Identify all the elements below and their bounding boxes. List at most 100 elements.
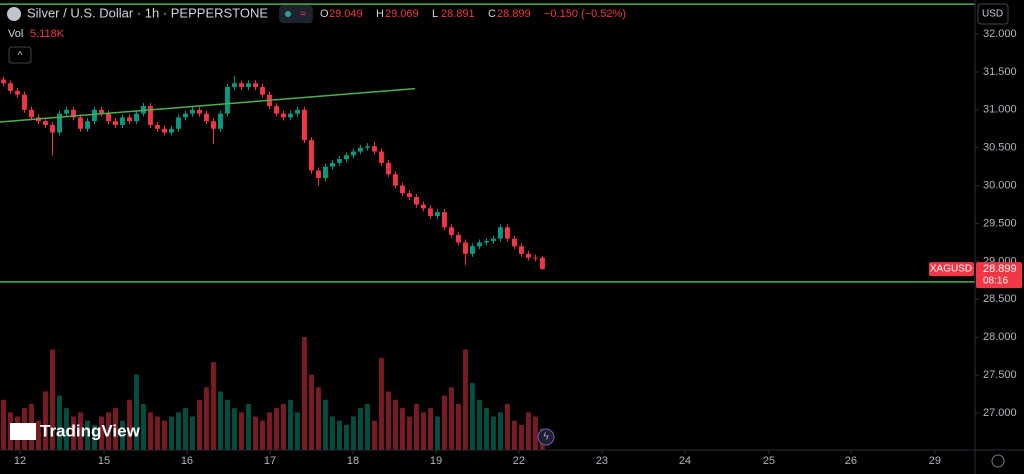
candle-body	[316, 170, 321, 179]
x-tick-label: 12	[14, 455, 26, 467]
candle-body	[470, 246, 475, 254]
y-tick-label: 29.500	[983, 217, 1017, 229]
candle-body	[71, 109, 76, 118]
candle-body	[532, 257, 538, 259]
x-tick-label: 24	[679, 455, 691, 467]
y-tick-label: 28.500	[983, 293, 1017, 305]
candle-body	[344, 155, 349, 160]
candle-body	[148, 106, 153, 125]
candle-body	[281, 113, 286, 118]
volume-bar	[1, 399, 6, 450]
candle-body	[539, 257, 545, 270]
candle-body	[525, 253, 531, 258]
collapse-icon: ^	[18, 51, 23, 62]
volume-bar	[260, 420, 265, 450]
volume-bar	[43, 391, 48, 450]
candle-body	[8, 83, 13, 91]
volume-bar	[470, 383, 475, 450]
candle-body	[288, 113, 293, 118]
ohlc-value: 28.891	[441, 8, 475, 20]
volume-bar	[218, 391, 223, 450]
volume-bar	[428, 408, 433, 450]
volume-bar	[421, 412, 426, 450]
candle-body	[518, 246, 524, 254]
volume-bar	[518, 424, 524, 450]
collapse-button[interactable]	[8, 46, 32, 64]
currency: USD	[982, 9, 1003, 20]
ohlc-value: 28.899	[497, 8, 531, 20]
volume-bar	[497, 412, 503, 450]
candle-body	[497, 227, 503, 239]
volume-bar	[525, 412, 531, 450]
price-tag: 28.899	[983, 263, 1017, 275]
chart-title[interactable]: Silver / U.S. Dollar · 1h · PEPPERSTONE	[27, 5, 268, 20]
volume-bar	[407, 416, 412, 450]
candle-body	[99, 109, 104, 114]
ohlc-key: C	[488, 8, 496, 20]
volume-bar	[302, 337, 307, 450]
status-badge[interactable]	[279, 5, 313, 23]
y-tick-label: 28.000	[983, 331, 1017, 343]
candle-body	[57, 113, 62, 133]
candle-body	[197, 109, 202, 114]
volume-bar	[113, 408, 118, 450]
candle-body	[386, 162, 391, 175]
symbol-tag: XAGUSD	[930, 264, 972, 275]
candle-body	[15, 90, 20, 95]
volume-bar	[274, 408, 279, 450]
volume-bar	[309, 374, 314, 450]
volume-bar	[449, 387, 454, 450]
volume-bar	[99, 416, 104, 450]
volume-bar	[379, 357, 384, 450]
candle-body	[260, 87, 265, 95]
ohlc-value: 29.049	[329, 8, 363, 20]
volume-bar	[134, 374, 139, 450]
volume-bar	[204, 387, 209, 450]
volume-title: Vol	[8, 28, 23, 40]
candle-body	[302, 109, 307, 141]
x-tick-label: 17	[264, 455, 276, 467]
volume-value: 5.118K	[30, 28, 65, 40]
candle-body	[92, 109, 97, 122]
candle-body	[204, 113, 209, 122]
volume-bar	[253, 416, 258, 450]
symbol-icon	[7, 7, 21, 21]
volume-bar	[484, 408, 489, 450]
currency-button[interactable]	[977, 3, 1009, 25]
change: −0.150 (−0.52%)	[544, 8, 626, 20]
volume-bar	[127, 399, 132, 450]
y-tick-label: 32.000	[983, 28, 1017, 40]
volume-bar	[351, 416, 356, 450]
volume-bar	[463, 349, 468, 450]
volume-bar	[141, 403, 146, 450]
x-tick-label: 18	[347, 455, 359, 467]
volume-bar	[162, 420, 167, 450]
volume-bar	[456, 403, 461, 450]
candle-body	[253, 83, 258, 88]
volume-bar	[190, 416, 195, 450]
candle-body	[239, 83, 244, 88]
status-icon: ≈	[300, 8, 306, 20]
y-tick-label: 27.000	[983, 407, 1017, 419]
volume-bar	[532, 416, 538, 450]
settings-button[interactable]	[991, 454, 1005, 468]
volume-bar	[92, 424, 97, 450]
volume-bar	[344, 424, 349, 450]
volume-bar	[393, 399, 398, 450]
candle-body	[274, 106, 279, 114]
volume-bar	[316, 387, 321, 450]
x-tick-label: 29	[929, 455, 941, 467]
candle-body	[246, 83, 251, 88]
candle-body	[511, 238, 517, 247]
flash-button[interactable]	[537, 428, 555, 446]
candle-body	[504, 227, 510, 239]
volume-bar	[71, 416, 76, 450]
volume-bar	[400, 408, 405, 450]
candle-body	[232, 83, 237, 88]
volume-bar	[197, 399, 202, 450]
volume-bar	[288, 399, 293, 450]
y-tick-label: 31.500	[983, 66, 1017, 78]
